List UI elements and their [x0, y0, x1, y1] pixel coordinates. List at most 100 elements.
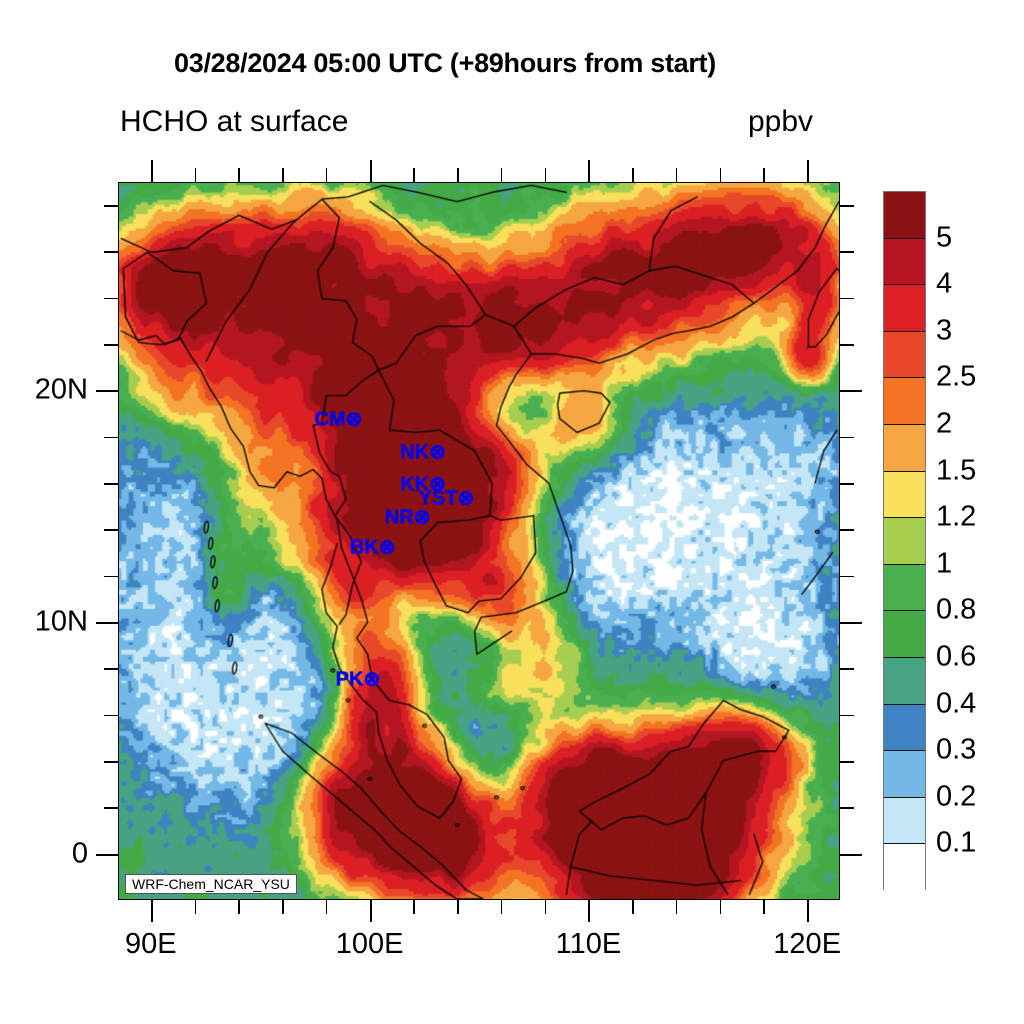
colorbar-tick-0.1: 0.1	[936, 826, 977, 859]
axis-tick	[500, 900, 503, 914]
axis-tick	[719, 168, 722, 182]
axis-tick	[500, 168, 503, 182]
colorbar-band-3	[884, 331, 925, 379]
city-marker-KK: KK⊗	[400, 472, 446, 497]
colorbar-band-6	[884, 471, 925, 519]
y-axis-label-10N: 10N	[34, 605, 88, 638]
city-marker-NR: NR⊗	[385, 504, 431, 529]
axis-tick	[840, 483, 854, 485]
axis-tick	[457, 900, 459, 914]
city-marker-icon: ⊗	[378, 536, 396, 559]
city-marker-icon: ⊗	[345, 408, 363, 431]
axis-tick	[840, 205, 854, 207]
axis-tick	[413, 900, 415, 914]
city-code: BK	[349, 536, 379, 559]
axis-tick	[282, 168, 284, 182]
colorbar-tick-0.8: 0.8	[936, 593, 977, 626]
axis-tick	[104, 344, 118, 346]
axis-tick	[544, 168, 547, 182]
axis-tick	[840, 251, 854, 253]
colorbar-tick-1.2: 1.2	[936, 500, 977, 533]
x-axis-label-110E: 110E	[555, 928, 622, 960]
axis-tick	[719, 900, 722, 914]
axis-tick	[369, 160, 372, 182]
axis-tick	[150, 900, 153, 922]
axis-tick	[632, 168, 634, 182]
colorbar-tick-0.2: 0.2	[936, 780, 977, 813]
axis-tick	[104, 575, 118, 578]
colorbar-tick-0.4: 0.4	[936, 687, 977, 720]
colorbar-tick-1.5: 1.5	[936, 454, 977, 487]
axis-tick	[194, 168, 197, 182]
axis-tick	[96, 853, 118, 856]
axis-tick	[238, 900, 240, 914]
city-marker-BK: BK⊗	[350, 534, 396, 559]
axis-tick	[840, 761, 854, 763]
colorbar-tick-0.3: 0.3	[936, 733, 977, 766]
colorbar-tick-2: 2	[936, 407, 953, 440]
axis-tick	[544, 900, 547, 914]
axis-tick	[96, 622, 118, 625]
colorbar-band-2	[884, 285, 925, 332]
city-marker-icon: ⊗	[363, 668, 381, 691]
city-marker-NK: NK⊗	[400, 439, 446, 464]
axis-tick	[325, 168, 328, 182]
axis-tick	[632, 900, 634, 914]
axis-tick	[104, 436, 118, 439]
axis-tick	[104, 807, 118, 809]
city-marker-icon: ⊗	[413, 506, 431, 529]
axis-tick	[840, 807, 854, 809]
map-plot-area: WRF-Chem_NCAR_YSU CM⊗ NK⊗ KK⊗ YST⊗ NR⊗ BK⊗ PK⊗	[118, 182, 840, 900]
city-marker-PK: PK⊗	[336, 666, 381, 691]
variable-label: HCHO at surface	[120, 105, 349, 138]
axis-tick	[104, 668, 118, 670]
axis-tick	[763, 168, 765, 182]
hcho-contour-field	[119, 183, 839, 899]
city-code: PK	[335, 668, 364, 691]
axis-tick	[763, 900, 765, 914]
axis-tick	[840, 853, 862, 856]
colorbar-tick-2.5: 2.5	[936, 360, 977, 393]
axis-tick	[457, 168, 459, 182]
x-axis-label-100E: 100E	[335, 928, 404, 960]
city-code: KK	[400, 473, 430, 496]
axis-tick	[675, 900, 678, 914]
colorbar-band-0	[884, 192, 925, 239]
y-axis-label-20N: 20N	[34, 373, 88, 406]
axis-tick	[588, 900, 591, 922]
axis-tick	[104, 529, 118, 531]
model-watermark: WRF-Chem_NCAR_YSU	[125, 874, 297, 894]
axis-tick	[104, 761, 118, 763]
axis-tick	[840, 622, 862, 625]
axis-tick	[150, 160, 153, 182]
axis-tick	[675, 168, 678, 182]
page-title: 03/28/2024 05:00 UTC (+89hours from star…	[174, 48, 716, 78]
colorbar-tick-3: 3	[936, 314, 953, 347]
city-code: NK	[400, 441, 430, 464]
axis-tick	[325, 900, 328, 914]
axis-tick	[840, 668, 854, 670]
axis-tick	[282, 900, 284, 914]
colorbar-band-7	[884, 518, 925, 565]
axis-tick	[840, 714, 854, 717]
city-marker-YST: YST⊗	[419, 485, 475, 510]
city-marker-icon: ⊗	[457, 487, 475, 510]
city-marker-icon: ⊗	[429, 441, 446, 464]
colorbar-band-12	[884, 751, 925, 798]
axis-tick	[104, 205, 118, 207]
city-marker-CM: CM⊗	[314, 407, 362, 432]
axis-tick	[807, 160, 810, 182]
axis-tick	[807, 900, 810, 922]
colorbar-band-8	[884, 564, 925, 612]
colorbar-band-4	[884, 378, 925, 425]
axis-tick	[104, 483, 118, 485]
axis-tick	[840, 436, 854, 439]
axis-tick	[588, 160, 591, 182]
colorbar-band-9	[884, 611, 925, 658]
city-marker-icon: ⊗	[429, 473, 446, 496]
colorbar-tick-4: 4	[936, 267, 953, 300]
axis-tick	[194, 900, 197, 914]
axis-tick	[96, 390, 118, 393]
colorbar-tick-5: 5	[936, 221, 953, 254]
y-axis-label-0: 0	[71, 837, 88, 870]
